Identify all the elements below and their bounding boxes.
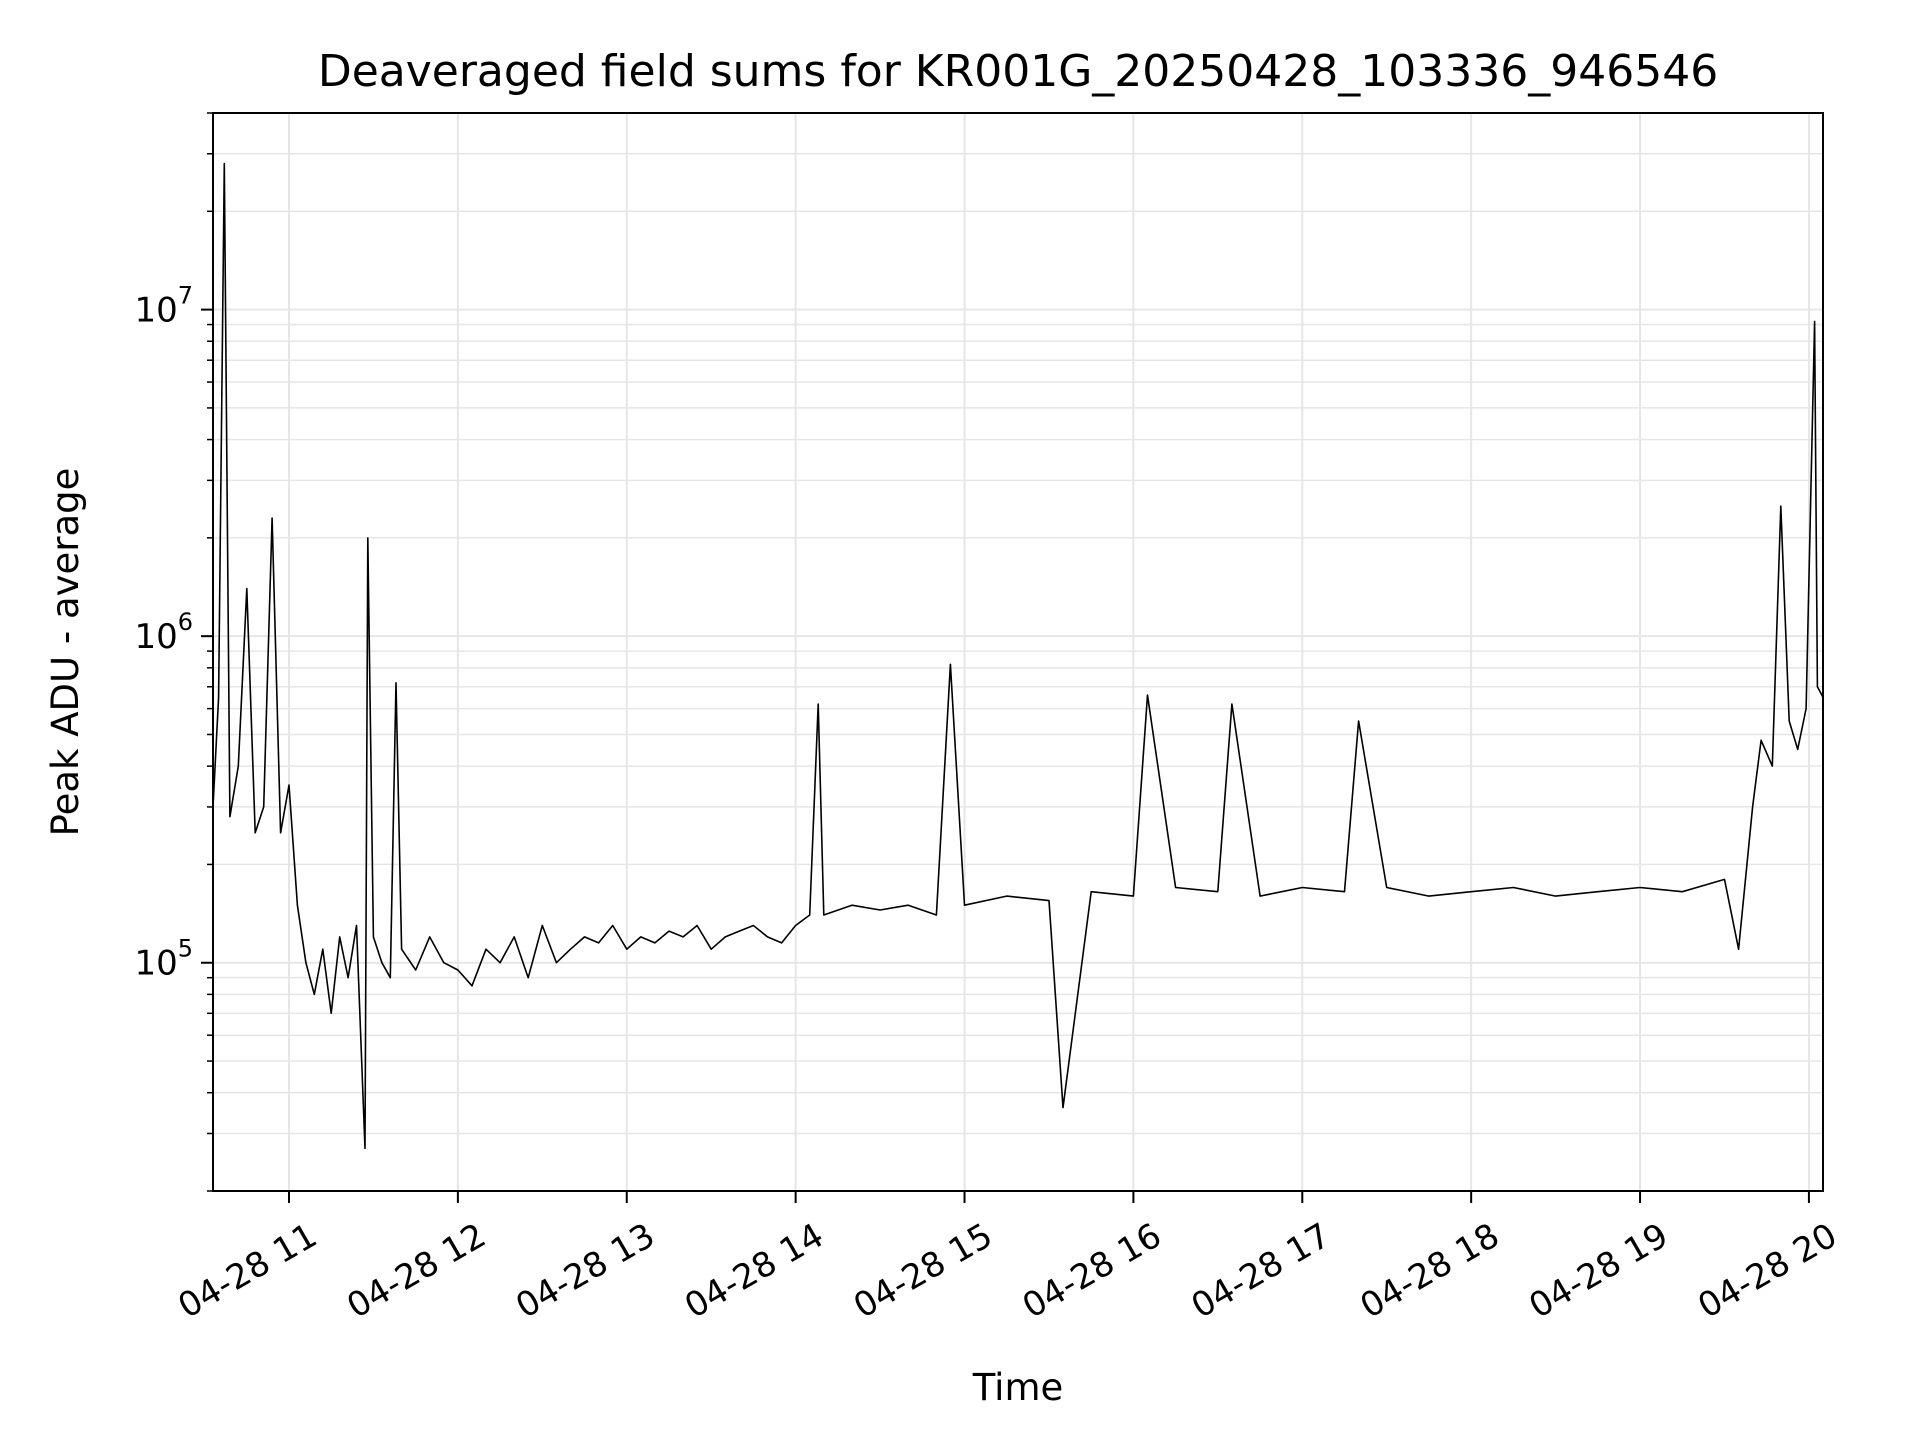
chart-title: Deaveraged field sums for KR001G_2025042… <box>318 46 1718 97</box>
plot-frame <box>212 112 1824 1192</box>
y-axis-label: Peak ADU - average <box>44 468 87 837</box>
y-axis: 105 106 107 <box>134 112 213 1192</box>
series-line <box>212 162 1824 1150</box>
y-tick-label: 105 <box>134 935 193 984</box>
series-layer <box>212 162 1824 1150</box>
x-axis-label: Time <box>972 1366 1064 1409</box>
y-tick-label: 106 <box>134 608 193 657</box>
y-tick-label: 107 <box>134 282 193 331</box>
